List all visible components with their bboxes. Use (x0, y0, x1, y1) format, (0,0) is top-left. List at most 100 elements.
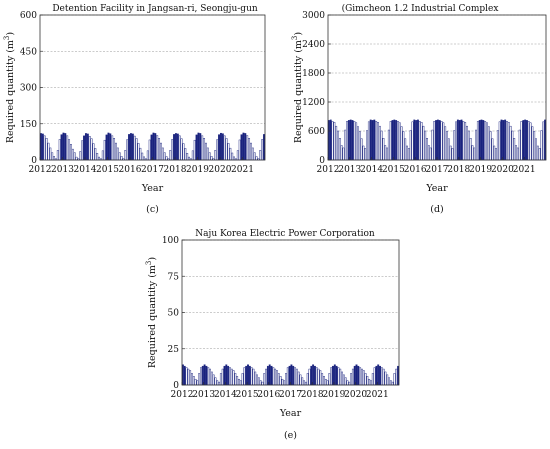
x-tick-label: 2012 (317, 165, 340, 175)
y-tick-label: 1800 (302, 69, 325, 79)
bar (146, 150, 149, 161)
bar (219, 373, 222, 386)
bar (391, 381, 394, 386)
bar (279, 376, 282, 386)
bar (540, 130, 543, 161)
bar (416, 119, 419, 161)
bar (480, 119, 483, 161)
bar (426, 138, 428, 161)
bar (344, 377, 347, 386)
bar (197, 132, 200, 161)
bar (171, 139, 174, 161)
bar (198, 373, 201, 386)
x-tick-label: 2012 (171, 390, 194, 400)
bar (274, 368, 277, 386)
bar (364, 148, 367, 161)
bar (328, 373, 331, 386)
bar (216, 139, 219, 161)
bar (384, 371, 387, 386)
bar (491, 138, 494, 161)
panel-label: (d) (430, 204, 444, 215)
bar (64, 133, 67, 161)
bar (380, 367, 383, 386)
bar (239, 380, 242, 386)
bar (240, 134, 243, 161)
x-tick-label: 2016 (257, 390, 280, 400)
x-tick-label: 2014 (214, 390, 237, 400)
bar (98, 156, 101, 161)
bar (315, 367, 318, 386)
y-tick-label: 0 (173, 381, 179, 391)
bar (346, 121, 349, 161)
bar (68, 139, 71, 161)
bar (158, 138, 161, 161)
bar (283, 380, 286, 386)
panel-label: (e) (284, 430, 297, 441)
x-tick-label: 2012 (29, 165, 52, 175)
bar (440, 121, 443, 161)
bar (333, 364, 336, 386)
bar (120, 156, 123, 161)
bar (254, 371, 257, 386)
bar (288, 365, 291, 386)
bar (466, 125, 468, 161)
bar (49, 147, 52, 161)
bar (234, 373, 237, 386)
x-tick-label: 2020 (344, 390, 367, 400)
bar (324, 378, 327, 386)
bar (259, 380, 262, 386)
bar (469, 138, 472, 161)
bar (53, 156, 56, 161)
bar (400, 126, 403, 161)
bar (241, 373, 244, 386)
bar (402, 131, 405, 161)
bar (524, 119, 527, 161)
x-tick-label: 2013 (192, 390, 215, 400)
bar (265, 368, 268, 386)
y-tick-label: 300 (20, 84, 37, 94)
x-axis-label: Year (279, 408, 302, 419)
bar (58, 139, 61, 161)
bar (478, 120, 481, 161)
bar (370, 380, 372, 386)
bar (337, 367, 340, 386)
chart-title: Naju Korea Electric Power Corporation (195, 229, 375, 239)
bar (169, 150, 172, 161)
x-tick-label: 2021 (366, 390, 389, 400)
bar (236, 150, 239, 161)
bar (86, 133, 89, 161)
bar (431, 129, 434, 161)
bar (256, 374, 258, 386)
bar (165, 156, 168, 161)
bar (107, 132, 110, 161)
bar (246, 135, 249, 161)
bar (276, 370, 278, 386)
bar (219, 132, 222, 161)
chart-title: (Gimcheon 1.2 Industrial Complex (342, 3, 499, 14)
y-tick-label: 0 (31, 156, 37, 166)
bar (191, 150, 194, 161)
bar (389, 380, 392, 386)
bar (518, 129, 521, 161)
bar (143, 156, 146, 161)
chart-title: Detention Facility in Jangsan-ri, Seongj… (52, 4, 258, 14)
bar (187, 368, 190, 386)
bar (221, 368, 224, 386)
x-tick-label: 2016 (404, 165, 427, 175)
bar (498, 121, 501, 161)
bar (141, 152, 144, 161)
bar (317, 368, 320, 386)
bar (395, 120, 398, 161)
bar (542, 121, 545, 161)
bar (447, 138, 450, 161)
bar (339, 368, 342, 386)
bar (203, 364, 206, 386)
bar (371, 373, 374, 386)
bar (397, 365, 400, 386)
bar (109, 133, 112, 161)
bar (62, 132, 65, 161)
bar (83, 135, 86, 161)
bar (353, 121, 356, 161)
bar (227, 143, 230, 161)
bar (321, 373, 324, 386)
